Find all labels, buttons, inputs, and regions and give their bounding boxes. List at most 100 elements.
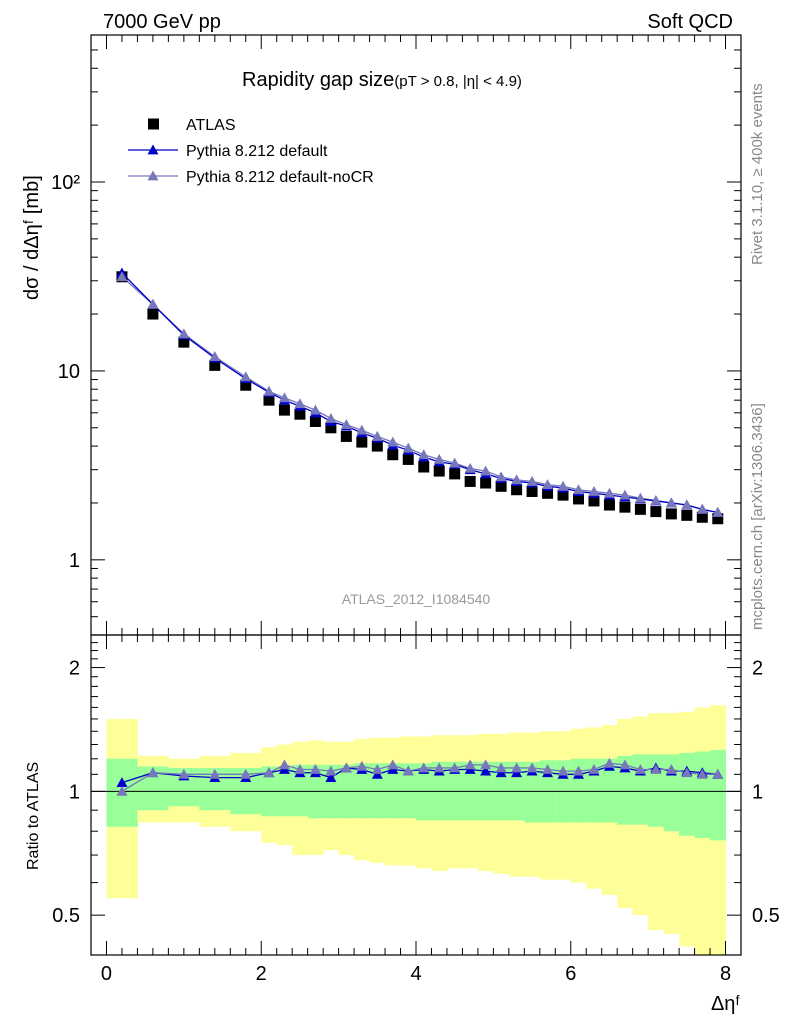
legend-label: ATLAS [186,117,236,134]
legend-marker-triangle [147,144,159,155]
ratio-pythia-nocr-point [402,765,414,776]
ratio-pythia-nocr-point [325,765,337,776]
ratio-band-inner [354,763,371,819]
pythia-nocr-point [511,474,523,485]
ratio-pythia-nocr-point [619,759,631,770]
pythia-nocr-point [147,298,159,309]
pythia-nocr-point [603,487,615,498]
main-ylabel: dσ / dΔηᶠ [mb] [21,175,43,300]
ratio-band-inner [400,763,417,819]
chart-title-sub: (pT > 0.8, |η| < 4.9) [394,73,522,90]
ratio-pythia-default-point [480,765,492,776]
ratio-pythia-nocr-point [418,762,430,773]
main-y-tick-label: 1 [69,550,80,572]
ratio-pythia-nocr-point [356,760,368,771]
pythia-nocr-point [240,371,252,382]
ratio-pythia-nocr-point [557,765,569,776]
atlas-point [418,461,430,473]
ratio-pythia-nocr-point [480,759,492,770]
atlas-point [356,436,368,448]
chart-title-main: Rapidity gap size [242,69,394,91]
ratio-bands [91,705,741,955]
atlas-point [511,484,523,496]
ratio-pythia-nocr-point [209,768,221,779]
ratio-series [116,757,724,796]
pythia-nocr-point [665,497,677,508]
atlas-point [325,422,337,434]
ratio-band-inner [601,758,618,823]
ratio-pythia-nocr-point [665,764,677,774]
chart-title: Rapidity gap size(pT > 0.8, |η| < 4.9) [242,69,522,91]
pythia-nocr-point [309,404,321,415]
ratio-pythia-nocr-point [147,767,159,778]
ratio-band-inner [292,764,309,817]
ratio-ylabel: Ratio to ATLAS [25,762,42,870]
pythia-nocr-point [573,484,584,495]
pythia-nocr-point [634,492,646,503]
mcplots-label: mcplots.cern.ch [arXiv:1306.3436] [749,403,766,630]
series-line-pythia-default [121,272,718,514]
atlas-point [588,495,600,507]
pythia-nocr-point [449,457,461,468]
ratio-band-inner [679,752,696,836]
atlas-point [603,499,615,511]
ratio-pythia-nocr-point [634,764,646,774]
ratio-pythia-default-point [116,777,128,788]
atlas-point [480,477,492,489]
atlas-point [712,513,724,525]
pythia-nocr-point [557,480,569,491]
analysis-label: ATLAS_2012_I1084540 [342,591,491,607]
atlas-point [634,503,646,515]
ratio-pythia-nocr-point [263,767,275,778]
ratio-y-tick-label-right: 2 [752,658,763,680]
pythia-nocr-point [464,462,476,473]
ratio-band-inner [694,751,711,839]
ratio-y-tick-label-left: 1 [69,781,80,803]
ratio-y-tick-label-right: 1 [752,781,763,803]
pythia-nocr-point [371,430,383,441]
ratio-band-inner [617,755,634,825]
ratio-y-tick-label-left: 2 [69,658,80,680]
atlas-point [263,394,275,406]
ratio-band-inner [710,750,727,841]
atlas-point [433,465,445,477]
ratio-pythia-nocr-point [371,764,383,774]
rivet-label: Rivet 3.1.10, ≥ 400k events [749,83,766,265]
pythia-nocr-point [387,436,399,447]
pythia-nocr-point [619,489,631,500]
ratio-pythia-nocr-point [278,759,290,770]
pythia-nocr-point [588,485,600,496]
ratio-band-inner [385,763,402,819]
pythia-nocr-point [178,328,190,339]
pythia-nocr-point [526,475,538,486]
main-y-tick-label: 10 [58,361,80,383]
ratio-pythia-nocr-point [387,759,399,770]
ratio-pythia-nocr-point [495,762,507,773]
x-tick-label: 2 [256,963,267,985]
main-series [116,267,724,525]
atlas-point [495,480,507,492]
ratio-pythia-nocr-point [178,768,190,779]
x-tick-label: 0 [101,963,112,985]
ratio-y-tick-label-left: 0.5 [52,905,80,927]
pythia-nocr-point [325,412,337,423]
pythia-nocr-point [696,503,708,514]
pythia-nocr-point [278,392,290,403]
pythia-nocr-point [340,419,352,429]
atlas-point [557,489,569,501]
ratio-pythia-nocr-point [573,765,584,776]
header-right: Soft QCD [647,11,733,33]
ratio-pythia-default-point [325,772,337,783]
x-tick-label: 6 [565,963,576,985]
pythia-nocr-point [116,271,128,282]
legend-marker-atlas [148,118,159,130]
ratio-pythia-nocr-point [449,762,461,773]
pythia-nocr-point [356,424,368,435]
pythia-nocr-point [402,442,414,453]
atlas-point [696,511,708,523]
ratio-pythia-nocr-point [696,768,708,779]
atlas-point [294,408,306,420]
ratio-pythia-nocr-point [340,762,352,773]
pythia-nocr-point [681,499,693,510]
